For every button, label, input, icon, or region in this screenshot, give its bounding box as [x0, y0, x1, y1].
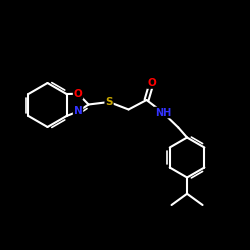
- Text: S: S: [105, 97, 113, 107]
- Text: O: O: [147, 78, 156, 88]
- Text: O: O: [74, 89, 82, 99]
- Text: N: N: [74, 106, 82, 117]
- Text: NH: NH: [155, 108, 171, 118]
